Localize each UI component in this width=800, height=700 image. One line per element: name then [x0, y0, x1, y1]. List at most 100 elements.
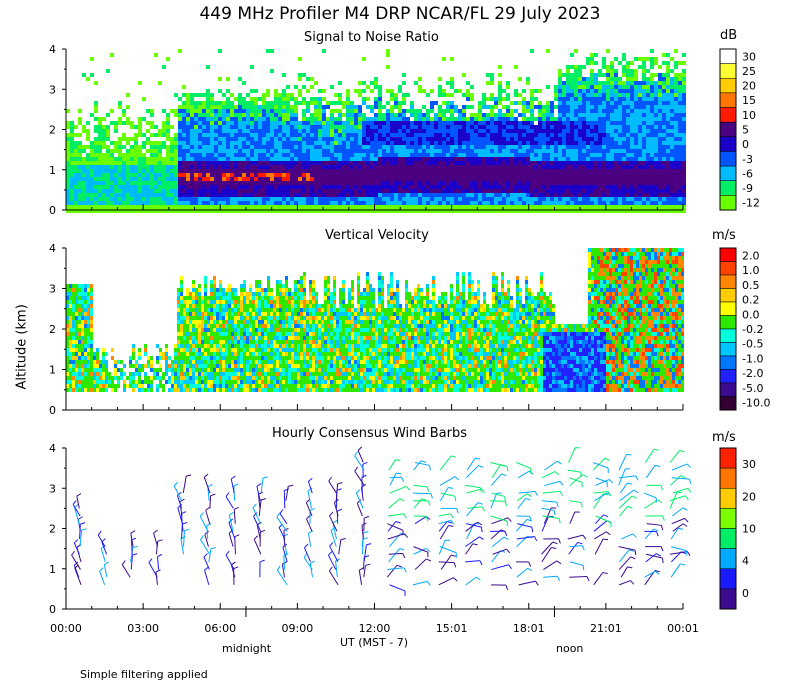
- snr-cell: [314, 169, 318, 173]
- snr-cell: [662, 133, 666, 137]
- snr-cell: [458, 189, 462, 193]
- snr-cell: [602, 193, 606, 197]
- snr-cell: [194, 181, 198, 185]
- snr-cell: [534, 141, 538, 145]
- snr-cell: [606, 193, 610, 197]
- snr-cell: [410, 109, 414, 113]
- snr-cell: [406, 109, 410, 113]
- snr-cell: [418, 149, 422, 153]
- snr-cell: [418, 137, 422, 141]
- snr-cell: [246, 105, 250, 109]
- snr-cell: [642, 105, 646, 109]
- vv-cell: [99, 372, 102, 376]
- snr-cell: [626, 169, 630, 173]
- snr-cell: [70, 129, 74, 133]
- snr-cell: [534, 149, 538, 153]
- snr-cell: [602, 189, 606, 193]
- vv-cell: [72, 368, 75, 372]
- snr-cell: [302, 117, 306, 121]
- snr-cell: [294, 97, 298, 101]
- vv-cell: [138, 352, 141, 356]
- snr-cell: [182, 165, 186, 169]
- snr-cell: [330, 117, 334, 121]
- snr-cell: [682, 137, 686, 141]
- snr-cell: [358, 177, 362, 181]
- snr-cell: [98, 133, 102, 137]
- snr-cell: [594, 201, 598, 205]
- snr-cell: [366, 105, 370, 109]
- snr-cell: [422, 117, 426, 121]
- snr-cell: [214, 189, 218, 193]
- snr-cell: [270, 49, 274, 53]
- snr-cell: [350, 141, 354, 145]
- snr-cell: [78, 145, 82, 149]
- snr-cell: [338, 137, 342, 141]
- snr-cell: [650, 81, 654, 85]
- snr-cell: [222, 197, 226, 201]
- snr-cell: [630, 145, 634, 149]
- snr-cell: [66, 121, 70, 125]
- snr-cell: [350, 121, 354, 125]
- snr-cell: [610, 181, 614, 185]
- vv-cell: [96, 388, 99, 392]
- snr-cell: [474, 133, 478, 137]
- snr-cell: [266, 153, 270, 157]
- snr-cell: [186, 165, 190, 169]
- snr-cell: [346, 113, 350, 117]
- snr-cell: [206, 89, 210, 93]
- snr-cell: [302, 129, 306, 133]
- snr-cell: [678, 89, 682, 93]
- snr-cell: [606, 141, 610, 145]
- snr-cell: [494, 181, 498, 185]
- snr-cell: [198, 109, 202, 113]
- snr-cell: [494, 149, 498, 153]
- snr-cell: [382, 133, 386, 137]
- snr-cell: [250, 185, 254, 189]
- snr-cell: [446, 157, 450, 161]
- snr-cell: [370, 105, 374, 109]
- snr-cell: [350, 157, 354, 161]
- snr-cell: [614, 193, 618, 197]
- snr-cell: [634, 189, 638, 193]
- vv-cell: [153, 368, 156, 372]
- snr-cell: [278, 137, 282, 141]
- snr-cell: [654, 145, 658, 149]
- snr-cell: [422, 165, 426, 169]
- snr-cell: [606, 129, 610, 133]
- snr-cell: [362, 173, 366, 177]
- snr-cell: [94, 141, 98, 145]
- snr-cell: [594, 117, 598, 121]
- snr-cell: [666, 61, 670, 65]
- snr-cell: [582, 165, 586, 169]
- snr-cell: [298, 125, 302, 129]
- snr-cell: [370, 185, 374, 189]
- snr-cell: [362, 89, 366, 93]
- snr-cell: [394, 177, 398, 181]
- snr-cell: [310, 185, 314, 189]
- snr-cell: [318, 129, 322, 133]
- snr-cell: [498, 89, 502, 93]
- snr-cell: [514, 121, 518, 125]
- snr-cell: [422, 141, 426, 145]
- snr-cell: [174, 193, 178, 197]
- snr-cell: [422, 157, 426, 161]
- snr-cell: [338, 189, 342, 193]
- snr-cell: [358, 165, 362, 169]
- snr-cell: [86, 201, 90, 205]
- vv-cell: [90, 376, 93, 380]
- vv-cell: [159, 384, 162, 388]
- vv-cell: [120, 368, 123, 372]
- snr-cell: [490, 141, 494, 145]
- snr-cell: [138, 81, 142, 85]
- snr-cell: [86, 153, 90, 157]
- snr-cell: [534, 129, 538, 133]
- snr-cell: [550, 193, 554, 197]
- snr-cell: [394, 93, 398, 97]
- snr-cell: [654, 97, 658, 101]
- snr-cell: [406, 121, 410, 125]
- snr-cell: [366, 97, 370, 101]
- snr-cell: [202, 169, 206, 173]
- vv-cell: [105, 360, 108, 364]
- snr-cell: [82, 125, 86, 129]
- snr-cell: [614, 149, 618, 153]
